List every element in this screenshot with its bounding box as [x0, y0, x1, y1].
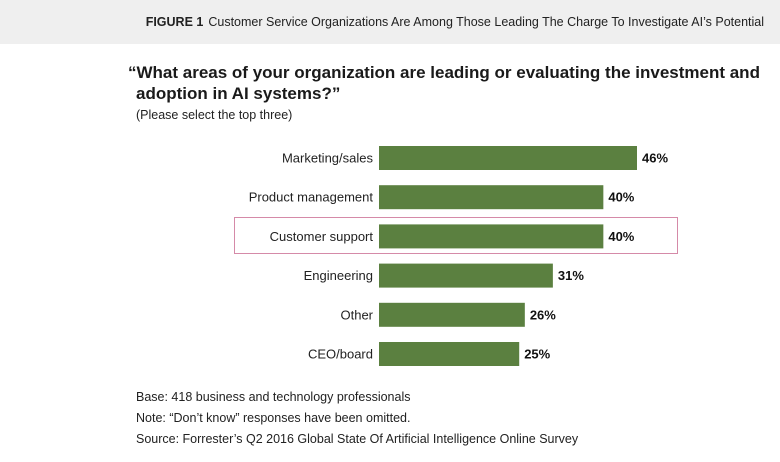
bar-chart: Marketing/sales 46% Product management 40% C… [249, 146, 668, 366]
question-line-1: “What areas of your organization are lea… [128, 63, 760, 82]
category-label-ceo-board: CEO/board [308, 347, 373, 362]
category-label-product-management: Product management [249, 190, 374, 205]
figure-header: FIGURE 1 Customer Service Organizations … [0, 0, 780, 44]
value-label-product-management: 40% [608, 190, 634, 205]
bar-ceo-board [379, 342, 520, 366]
category-label-customer-support: Customer support [270, 229, 374, 244]
omitted-note: Note: “Don’t know” responses have been o… [136, 411, 411, 425]
bar-engineering [379, 263, 553, 288]
figure-title: Customer Service Organizations Are Among… [208, 15, 764, 29]
category-label-other: Other [340, 307, 373, 322]
category-label-engineering: Engineering [304, 268, 373, 283]
question-instruction: (Please select the top three) [136, 108, 293, 122]
question-line-2: adoption in AI systems?” [136, 84, 341, 103]
value-label-other: 26% [530, 307, 556, 322]
bar-customer-support [379, 224, 604, 249]
base-note: Base: 418 business and technology profes… [136, 390, 411, 404]
value-label-engineering: 31% [558, 268, 584, 283]
bar-product-management [379, 185, 604, 210]
highlight-box [234, 217, 678, 254]
category-label-marketing-sales: Marketing/sales [282, 151, 374, 166]
bar-other [379, 302, 525, 327]
chart-notes: Base: 418 business and technology profes… [136, 387, 578, 450]
value-label-marketing-sales: 46% [642, 151, 668, 166]
bar-marketing-sales [379, 146, 637, 170]
value-label-ceo-board: 25% [524, 347, 550, 362]
figure-label: FIGURE 1 [145, 15, 204, 29]
value-label-customer-support: 40% [608, 229, 634, 244]
source-note: Source: Forrester’s Q2 2016 Global State… [136, 432, 579, 446]
survey-question: “What areas of your organization are lea… [128, 62, 768, 104]
